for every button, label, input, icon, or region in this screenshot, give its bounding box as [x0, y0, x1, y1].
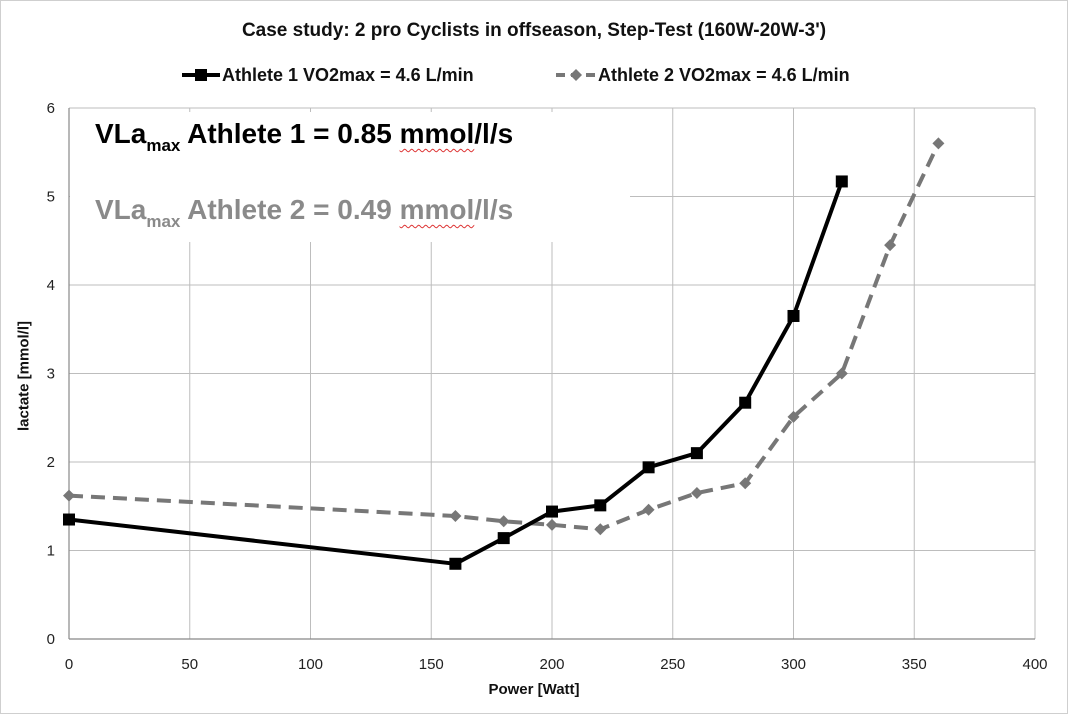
data-point-athlete-2 [642, 503, 655, 516]
y-tick-label: 6 [47, 100, 55, 117]
data-point-athlete-2 [835, 367, 848, 380]
data-point-athlete-1 [690, 447, 703, 460]
series-line-athlete-2 [68, 142, 941, 532]
data-point-athlete-1 [63, 513, 75, 526]
data-point-athlete-2 [884, 239, 897, 252]
legend: Athlete 1 VO2max = 4.6 L/min Athlete 2 V… [0, 62, 1068, 88]
data-point-athlete-1 [546, 505, 558, 518]
legend-item-athlete-2: Athlete 2 VO2max = 4.6 L/min [556, 62, 850, 88]
data-point-athlete-1 [449, 557, 462, 570]
y-tick-label: 4 [47, 277, 55, 294]
y-tick-label: 5 [47, 189, 55, 206]
data-point-athlete-1 [642, 461, 655, 474]
x-axis-title: Power [Watt] [488, 681, 580, 698]
annotation-athlete-2: VLamax Athlete 2 = 0.49 mmol/l/s [95, 194, 514, 231]
y-axis-title: lactate [mmol/l] [15, 320, 33, 432]
legend-item-athlete-1: Athlete 1 VO2max = 4.6 L/min [182, 62, 474, 88]
annotation-athlete-1: VLamax Athlete 1 = 0.85 mmol/l/s [95, 118, 514, 155]
data-point-athlete-2 [497, 515, 510, 528]
x-tick-label: 350 [902, 656, 927, 673]
chart-title: Case study: 2 pro Cyclists in offseason,… [241, 20, 827, 41]
y-tick-label: 0 [47, 631, 55, 648]
data-point-athlete-2 [546, 518, 558, 531]
data-point-athlete-1 [594, 499, 607, 512]
x-tick-label: 200 [539, 656, 564, 673]
x-tick-label: 150 [419, 656, 444, 673]
x-tick-label: 250 [660, 656, 685, 673]
x-tick-label: 0 [65, 656, 73, 673]
data-point-athlete-2 [449, 509, 462, 522]
x-tick-label: 400 [1022, 656, 1047, 673]
legend-marker-athlete-2 [556, 69, 596, 81]
x-tick-label: 50 [181, 656, 198, 673]
x-tick-label: 100 [298, 656, 323, 673]
data-point-athlete-2 [739, 477, 752, 490]
data-point-athlete-2 [787, 410, 800, 423]
data-point-athlete-1 [497, 532, 510, 545]
legend-label-athlete-1: Athlete 1 VO2max = 4.6 L/min [222, 64, 474, 85]
series-line-athlete-1 [68, 180, 844, 566]
data-point-athlete-1 [739, 396, 752, 409]
annotation-background [70, 112, 630, 242]
data-point-athlete-2 [690, 486, 703, 499]
legend-label-athlete-2: Athlete 2 VO2max = 4.6 L/min [598, 64, 850, 85]
y-tick-label: 2 [47, 454, 55, 471]
data-point-athlete-2 [932, 137, 945, 150]
legend-marker-athlete-1 [182, 69, 220, 81]
x-tick-label: 300 [781, 656, 806, 673]
y-tick-label: 1 [47, 543, 55, 560]
data-point-athlete-2 [63, 489, 75, 502]
data-point-athlete-1 [787, 309, 800, 322]
data-point-athlete-1 [835, 175, 848, 188]
data-point-athlete-2 [594, 523, 607, 536]
y-tick-label: 3 [47, 366, 55, 383]
